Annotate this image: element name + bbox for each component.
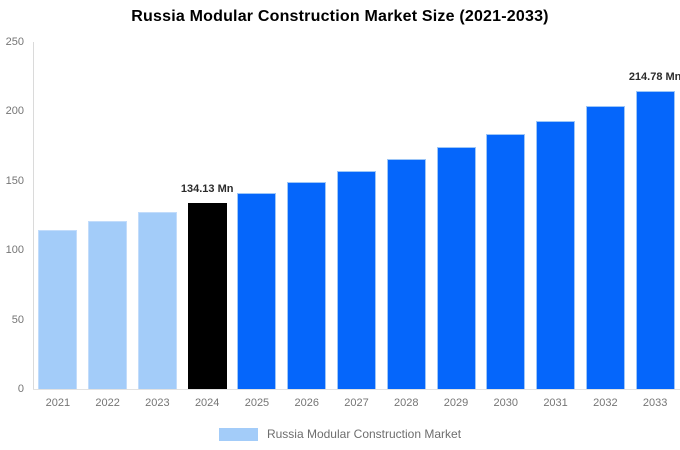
- x-tick-label-2028: 2028: [394, 397, 419, 409]
- bar-2027[interactable]: [337, 171, 376, 389]
- x-axis-line: [33, 389, 680, 390]
- bar-2022[interactable]: [88, 221, 128, 389]
- value-label-2033: 214.78 Mn: [628, 70, 680, 83]
- bar-2025[interactable]: [237, 192, 277, 389]
- bar-2021[interactable]: [38, 229, 78, 389]
- bar-2029[interactable]: [436, 147, 476, 389]
- value-label-2024: 134.13 Mn: [180, 182, 234, 195]
- x-tick-label-2033: 2033: [642, 397, 668, 409]
- y-axis-line: [33, 42, 34, 390]
- bar-2028[interactable]: [386, 159, 426, 389]
- bar-2031[interactable]: [536, 120, 576, 389]
- y-tick-label-250: 250: [5, 36, 24, 48]
- x-tick-label-2029: 2029: [443, 397, 469, 409]
- x-tick-label-2022: 2022: [95, 397, 120, 409]
- x-tick-label-2023: 2023: [145, 397, 170, 409]
- bar-2024[interactable]: [187, 202, 227, 389]
- x-tick-label-2024: 2024: [194, 397, 220, 409]
- bar-2030[interactable]: [486, 134, 526, 389]
- y-tick-label-100: 100: [5, 244, 24, 257]
- y-tick-label-200: 200: [5, 105, 24, 118]
- chart-title: Russia Modular Construction Market Size …: [131, 8, 549, 25]
- legend-label: Russia Modular Construction Market: [266, 427, 462, 441]
- x-tick-label-2021: 2021: [45, 397, 71, 409]
- legend-item[interactable]: Russia Modular Construction Market: [0, 426, 680, 442]
- x-tick-label-2025: 2025: [244, 397, 270, 409]
- x-tick-label-2031: 2031: [543, 397, 568, 409]
- bar-2026[interactable]: [287, 182, 327, 389]
- bar-2033[interactable]: [635, 90, 675, 389]
- y-tick-label-50: 50: [11, 313, 24, 326]
- x-tick-label-2027: 2027: [344, 397, 369, 409]
- x-tick-label-2032: 2032: [593, 397, 618, 409]
- y-tick-label-0: 0: [17, 383, 24, 395]
- legend-swatch: [218, 427, 258, 441]
- bar-2032[interactable]: [585, 106, 625, 389]
- y-tick-label-150: 150: [5, 174, 24, 187]
- x-tick-label-2030: 2030: [493, 397, 519, 409]
- x-tick-label-2026: 2026: [294, 397, 319, 409]
- bar-2023[interactable]: [137, 212, 177, 389]
